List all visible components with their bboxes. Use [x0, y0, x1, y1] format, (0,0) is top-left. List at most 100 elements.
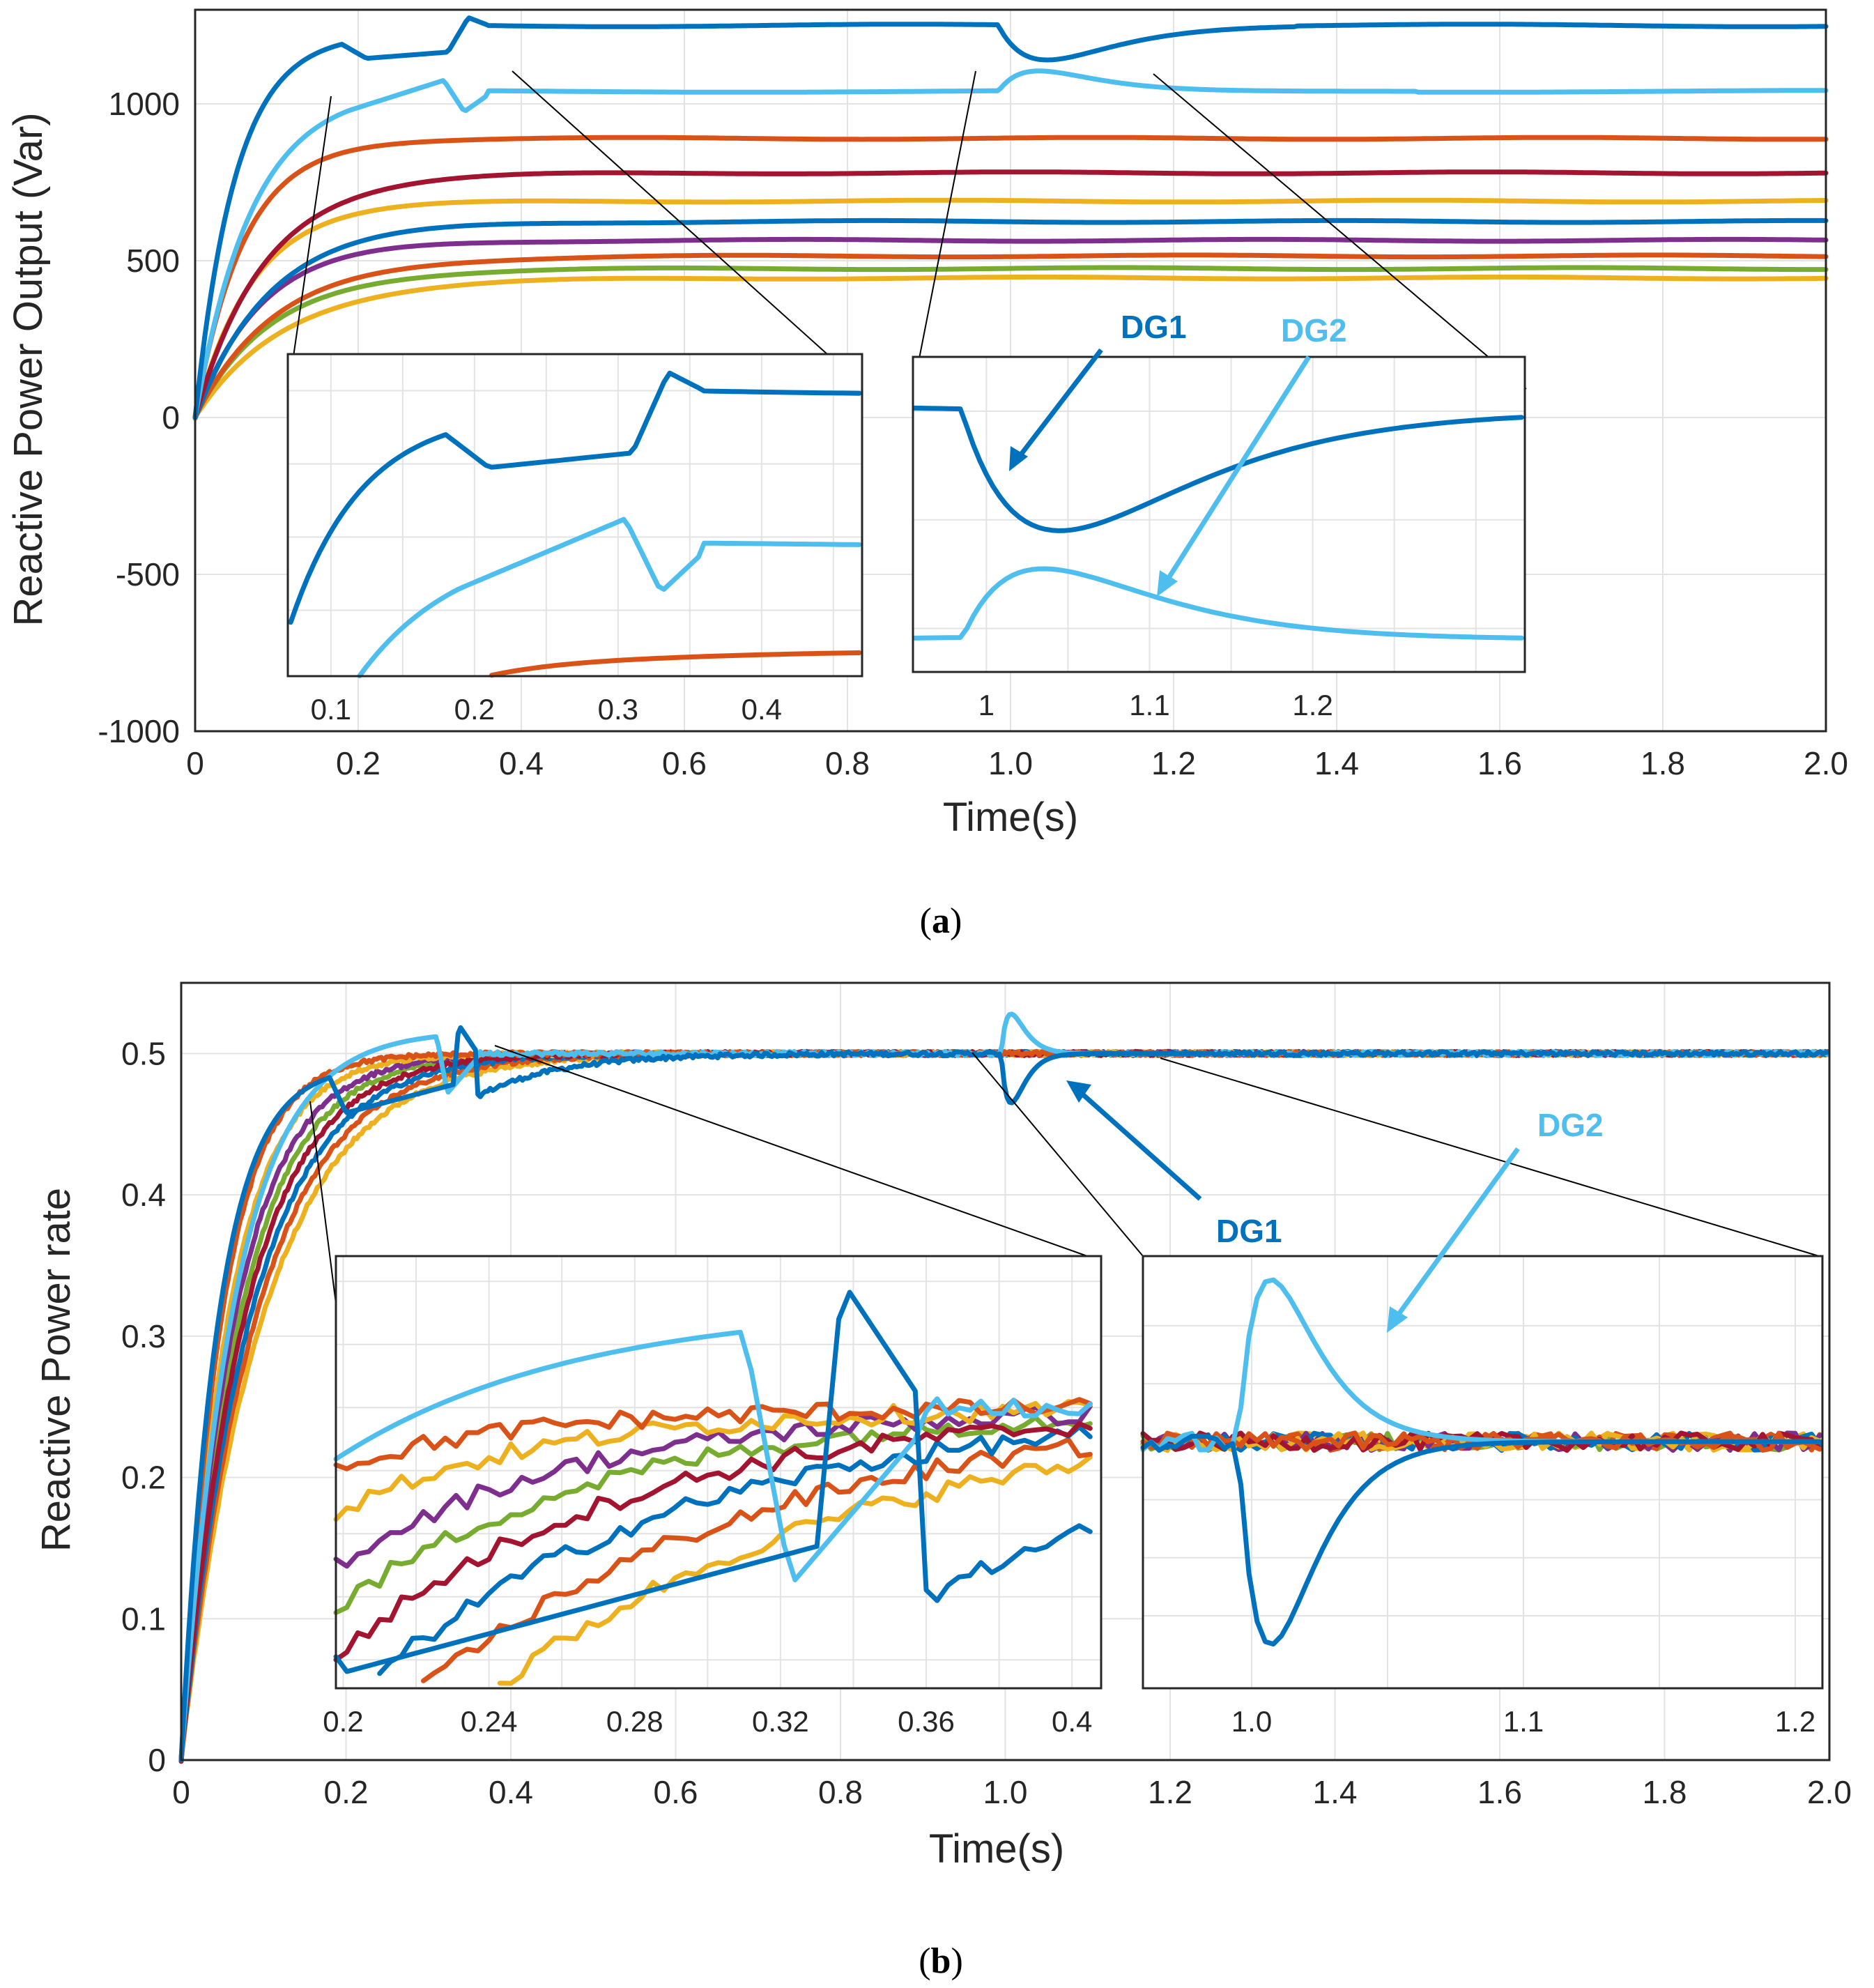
- panel-b-inset-1: 0.2 0.24 0.28 0.32 0.36 0.4: [323, 1255, 1103, 1738]
- panel-b-dg1-label: DG1: [1216, 1213, 1282, 1249]
- panel-a-series-dg5: [192, 197, 1829, 421]
- panel-b-inset-2-tick-label: 1.2: [1775, 1705, 1815, 1738]
- panel-a-series-dg1: [192, 15, 1829, 420]
- panel-b-inset-2: 1.0 1.1 1.2: [1140, 1255, 1824, 1738]
- panel-b-y-tick-label: 0.1: [121, 1600, 166, 1637]
- panel-b-dg2-label: DG2: [1537, 1107, 1604, 1143]
- panel-a-x-tick-label: 0: [186, 745, 204, 781]
- panel-a-x-tick-label: 1.2: [1151, 745, 1196, 781]
- panel-b-inset-1-tick-label: 0.2: [323, 1705, 363, 1738]
- panel-b-inset-1-series: [333, 1290, 1093, 1686]
- panel-b-inset-1-series-dg2: [333, 1329, 1093, 1582]
- panel-a-inset-1-series-dg3: [489, 650, 862, 678]
- panel-a-series: [192, 15, 1829, 421]
- panel-a-series-dg6: [192, 217, 1829, 421]
- panel-b-y-tick-label: 0.3: [121, 1318, 166, 1354]
- panel-b-x-ticks: 0 0.2 0.4 0.6 0.8 1.0 1.2 1.4 1.6 1.8 2.0: [172, 1774, 1852, 1810]
- panel-b-y-tick-label: 0.5: [121, 1035, 166, 1071]
- panel-a-x-tick-label: 1.0: [988, 745, 1033, 781]
- panel-b-dg1-annotation: DG1: [1066, 1080, 1282, 1249]
- panel-b-inset-2-series: [1140, 1277, 1822, 1647]
- panel-a-inset-2-tick-label: 1.2: [1292, 689, 1332, 721]
- panel-a-y-axis-label: Reactive Power Output (Var): [6, 112, 51, 626]
- panel-a-inset-1-series-dg2: [357, 517, 862, 678]
- panel-a-x-tick-label: 1.4: [1314, 745, 1359, 781]
- panel-a-x-axis-label: Time(s): [943, 795, 1078, 840]
- panel-a-dg1-label: DG1: [1121, 309, 1187, 345]
- panel-a-y-tick-label: 0: [162, 399, 180, 436]
- panel-a-inset-2-tick-label: 1: [978, 689, 994, 721]
- panel-b-y-tick-label: 0: [148, 1742, 166, 1778]
- panel-b-x-tick-label: 0.2: [324, 1774, 369, 1810]
- panel-b-inset-1-tick-label: 0.28: [606, 1705, 663, 1738]
- panel-a-axes-frame: [194, 8, 1827, 733]
- panel-a-dg2-arrow: [1162, 355, 1311, 587]
- panel-a-x-tick-label: 0.4: [499, 745, 544, 781]
- panel-a-inset-1-x-ticks: 0.1 0.2 0.3 0.4: [311, 693, 782, 726]
- panel-a-y-tick-label: -1000: [98, 713, 180, 749]
- panel-a-x-tick-label: 0.2: [336, 745, 381, 781]
- panel-a-series-dg8: [192, 252, 1829, 420]
- panel-b-inset-1-series-dg6: [377, 1424, 1093, 1676]
- panel-a-inset-2-tick-label: 1.1: [1129, 689, 1169, 721]
- panel-b-series-dg1: [178, 1025, 1831, 1763]
- panel-b-inset-1-x-ticks: 0.2 0.24 0.28 0.32 0.36 0.4: [323, 1705, 1092, 1738]
- panel-b-y-tick-label: 0.2: [121, 1460, 166, 1496]
- panel-a-inset-2-series: [912, 405, 1524, 641]
- panel-b-inset-2-series-dg1: [1140, 1433, 1822, 1647]
- panel-b-dg2-arrowhead: [1387, 1306, 1408, 1333]
- panel-a-inset-2-frame: [912, 355, 1526, 673]
- panel-a-zoom-connectors: [289, 70, 1527, 391]
- panel-a-x-tick-label: 0.6: [662, 745, 707, 781]
- panel-a-x-tick-label: 2.0: [1804, 745, 1848, 781]
- panel-b-x-tick-label: 1.6: [1477, 1774, 1522, 1810]
- panel-b-inset-1-series-dg7: [333, 1404, 1093, 1569]
- panel-b-inset-2-x-ticks: 1.0 1.1 1.2: [1231, 1705, 1815, 1738]
- panel-b-inset-1-series-dg1: [333, 1290, 1093, 1674]
- panel-a-inset-1-tick-label: 0.3: [598, 693, 638, 726]
- panel-b-y-tick-label: 0.4: [121, 1177, 166, 1213]
- panel-b-inset-2-tick-label: 1.0: [1231, 1705, 1272, 1738]
- panel-a-y-tick-label: 1000: [109, 86, 180, 122]
- panel-a-y-ticks: -1000 -500 0 500 1000: [98, 86, 180, 749]
- panel-a-inset-2: 1 1.1 1.2: [912, 355, 1526, 721]
- panel-a-y-tick-label: 500: [126, 243, 180, 279]
- panel-b-inset-1-tick-label: 0.32: [752, 1705, 809, 1738]
- panel-b-inset-2-tick-label: 1.1: [1503, 1705, 1544, 1738]
- panel-a-inset-2-border: [912, 355, 1526, 673]
- panel-b-inset-1-series-dg3: [333, 1397, 1093, 1471]
- panel-a-inset-1-tick-label: 0.2: [454, 693, 495, 726]
- panel-b-inset-1-series-dg9: [333, 1415, 1093, 1615]
- panel-b-series: [178, 1011, 1831, 1764]
- panel-b-x-tick-label: 0.4: [489, 1774, 533, 1810]
- panel-a-dg1-annotation: DG1: [1009, 309, 1187, 471]
- panel-a-x-tick-label: 0.8: [825, 745, 870, 781]
- panel-a-inset-1-tick-label: 0.1: [311, 693, 351, 726]
- panel-b-zoom-connectors: [309, 1045, 1820, 1304]
- panel-b-x-tick-label: 1.2: [1148, 1774, 1192, 1810]
- panel-b-x-tick-label: 1.4: [1313, 1774, 1358, 1810]
- panel-b-inset-1-series-dg5: [333, 1399, 1093, 1522]
- panel-b: 0 0.1 0.2 0.3 0.4 0.5 0 0.2 0.4 0.6 0.8 1.0 1.2 1.4 1…: [33, 981, 1852, 1981]
- panel-b-y-ticks: 0 0.1 0.2 0.3 0.4 0.5: [121, 1035, 166, 1778]
- panel-b-inset-1-border: [335, 1255, 1103, 1690]
- panel-b-dg2-arrow: [1392, 1147, 1520, 1323]
- panel-b-dg1-arrow: [1077, 1089, 1202, 1201]
- panel-b-dg1-arrowhead: [1066, 1080, 1091, 1103]
- panel-a-dg1-arrow: [1012, 348, 1103, 466]
- panel-a-series-dg7: [192, 236, 1829, 420]
- panel-a-x-tick-label: 1.6: [1477, 745, 1522, 781]
- panel-b-x-tick-label: 0.6: [654, 1774, 698, 1810]
- panel-b-inset-1-tick-label: 0.24: [461, 1705, 518, 1738]
- panel-a-dg2-arrowhead: [1157, 570, 1178, 597]
- panel-b-axes-frame: [180, 981, 1831, 1761]
- panel-a-y-tick-label: -500: [116, 556, 180, 592]
- panel-a-inset-2-x-ticks: 1 1.1 1.2: [978, 689, 1333, 721]
- panel-a-series-dg9: [192, 265, 1829, 420]
- panel-a-inset-1-tick-label: 0.4: [742, 693, 782, 726]
- panel-b-x-tick-label: 1.0: [983, 1774, 1028, 1810]
- panel-b-inset-2-border: [1142, 1255, 1824, 1690]
- panel-b-inset-1-tick-label: 0.36: [898, 1705, 955, 1738]
